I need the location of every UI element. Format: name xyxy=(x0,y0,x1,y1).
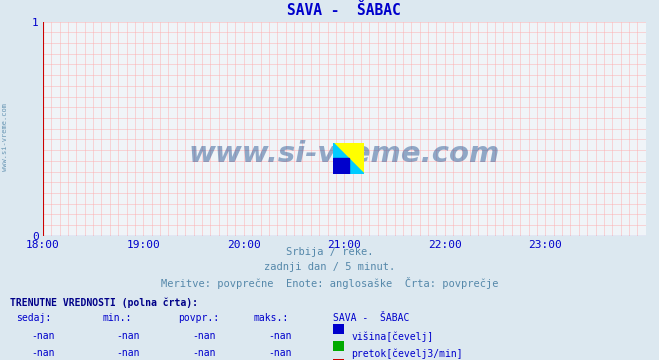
Text: SAVA -  ŠABAC: SAVA - ŠABAC xyxy=(333,313,409,323)
Text: -nan: -nan xyxy=(31,331,55,341)
Text: Srbija / reke.: Srbija / reke. xyxy=(286,247,373,257)
Text: -nan: -nan xyxy=(268,348,292,359)
Polygon shape xyxy=(333,143,364,174)
Text: -nan: -nan xyxy=(192,348,216,359)
Text: -nan: -nan xyxy=(268,331,292,341)
Text: www.si-vreme.com: www.si-vreme.com xyxy=(2,103,9,171)
Title: SAVA -  ŠABAC: SAVA - ŠABAC xyxy=(287,3,401,18)
Bar xyxy=(333,158,349,174)
Polygon shape xyxy=(333,143,364,174)
Text: -nan: -nan xyxy=(117,348,140,359)
Text: pretok[čevelj3/min]: pretok[čevelj3/min] xyxy=(351,348,463,359)
Text: maks.:: maks.: xyxy=(254,313,289,323)
Text: -nan: -nan xyxy=(117,331,140,341)
Text: povpr.:: povpr.: xyxy=(178,313,219,323)
Text: www.si-vreme.com: www.si-vreme.com xyxy=(188,140,500,168)
Text: sedaj:: sedaj: xyxy=(16,313,51,323)
Text: min.:: min.: xyxy=(102,313,132,323)
Text: višina[čevelj]: višina[čevelj] xyxy=(351,331,434,342)
Text: -nan: -nan xyxy=(192,331,216,341)
Text: zadnji dan / 5 minut.: zadnji dan / 5 minut. xyxy=(264,262,395,272)
Text: -nan: -nan xyxy=(31,348,55,359)
Text: Meritve: povprečne  Enote: anglosaške  Črta: povprečje: Meritve: povprečne Enote: anglosaške Črt… xyxy=(161,277,498,289)
Text: TRENUTNE VREDNOSTI (polna črta):: TRENUTNE VREDNOSTI (polna črta): xyxy=(10,297,198,307)
